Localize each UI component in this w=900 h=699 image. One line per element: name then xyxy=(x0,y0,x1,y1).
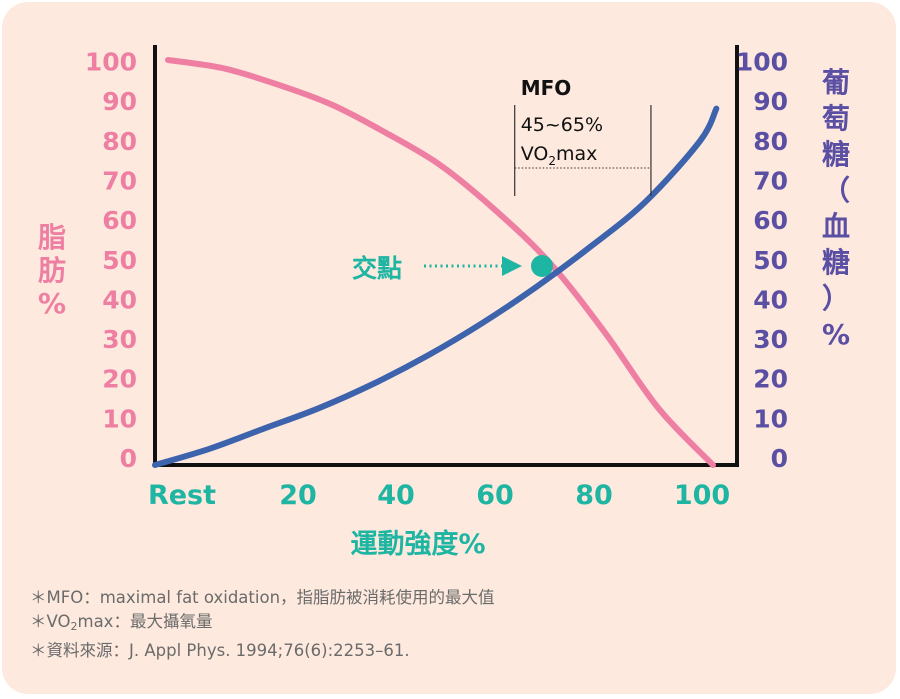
left-tick-label: 30 xyxy=(102,325,137,354)
mfo-title: MFO xyxy=(521,76,572,100)
x-tick-label: 20 xyxy=(279,480,317,511)
x-axis-ticks: Rest 20 40 60 80 100 xyxy=(148,480,730,511)
x-tick-label: Rest xyxy=(148,480,216,511)
right-tick-label: 60 xyxy=(753,206,788,235)
mfo-band: MFO 45~65% VO2max xyxy=(514,76,652,196)
left-tick-label: 0 xyxy=(120,444,137,473)
intersection-label: 交點 xyxy=(352,254,402,283)
glucose-curve xyxy=(152,105,720,468)
left-tick-label: 100 xyxy=(85,48,137,77)
mfo-unit-tail: max xyxy=(556,143,597,165)
x-tick-label: 40 xyxy=(377,480,415,511)
left-tick-label: 60 xyxy=(102,206,137,235)
left-tick-label: 40 xyxy=(102,285,137,314)
right-tick-label: 30 xyxy=(753,325,788,354)
right-tick-label: 10 xyxy=(753,404,788,433)
footnote-vo2-suffix: max：最大攝氧量 xyxy=(77,612,213,631)
right-tick-label: 40 xyxy=(753,285,788,314)
left-tick-label: 90 xyxy=(102,87,137,116)
right-axis-label: 葡萄糖（血糖）% xyxy=(822,66,850,351)
mfo-unit-text: VO2max xyxy=(521,143,598,168)
fat-curve xyxy=(165,57,716,468)
footnote-vo2-sub: 2 xyxy=(70,620,78,633)
x-axis-label: 運動強度% xyxy=(350,528,485,560)
mfo-range-text: 45~65% xyxy=(521,114,603,136)
x-tick-label: 100 xyxy=(674,480,730,511)
left-tick-label: 70 xyxy=(102,166,137,195)
x-tick-label: 80 xyxy=(575,480,613,511)
footnote-vo2max: ＊VO2max：最大攝氧量 xyxy=(30,610,495,639)
x-tick-label: 60 xyxy=(476,480,514,511)
footnotes: ＊MFO：maximal fat oxidation，指脂肪被消耗使用的最大值 … xyxy=(30,586,495,663)
right-tick-label: 90 xyxy=(753,87,788,116)
right-tick-label: 80 xyxy=(753,127,788,156)
footnote-mfo: ＊MFO：maximal fat oxidation，指脂肪被消耗使用的最大值 xyxy=(30,588,495,607)
left-tick-label: 20 xyxy=(102,365,137,394)
intersection-point xyxy=(531,255,553,277)
right-tick-label: 70 xyxy=(753,166,788,195)
left-axis-label: 脂肪% xyxy=(38,221,66,320)
right-tick-label: 0 xyxy=(771,444,788,473)
left-tick-label: 10 xyxy=(102,404,137,433)
intersection-arrowhead xyxy=(502,256,522,276)
right-tick-label: 20 xyxy=(753,365,788,394)
left-tick-label: 80 xyxy=(102,127,137,156)
footnote-source: ＊資料來源：J. Appl Phys. 1994;76(6):2253–61. xyxy=(30,641,410,660)
mfo-unit-main: VO xyxy=(521,143,549,165)
left-tick-label: 50 xyxy=(102,246,137,275)
mfo-unit-sub: 2 xyxy=(548,154,556,168)
footnote-vo2-prefix: ＊VO xyxy=(30,612,71,631)
right-tick-label: 50 xyxy=(753,246,788,275)
right-tick-label: 100 xyxy=(736,48,788,77)
